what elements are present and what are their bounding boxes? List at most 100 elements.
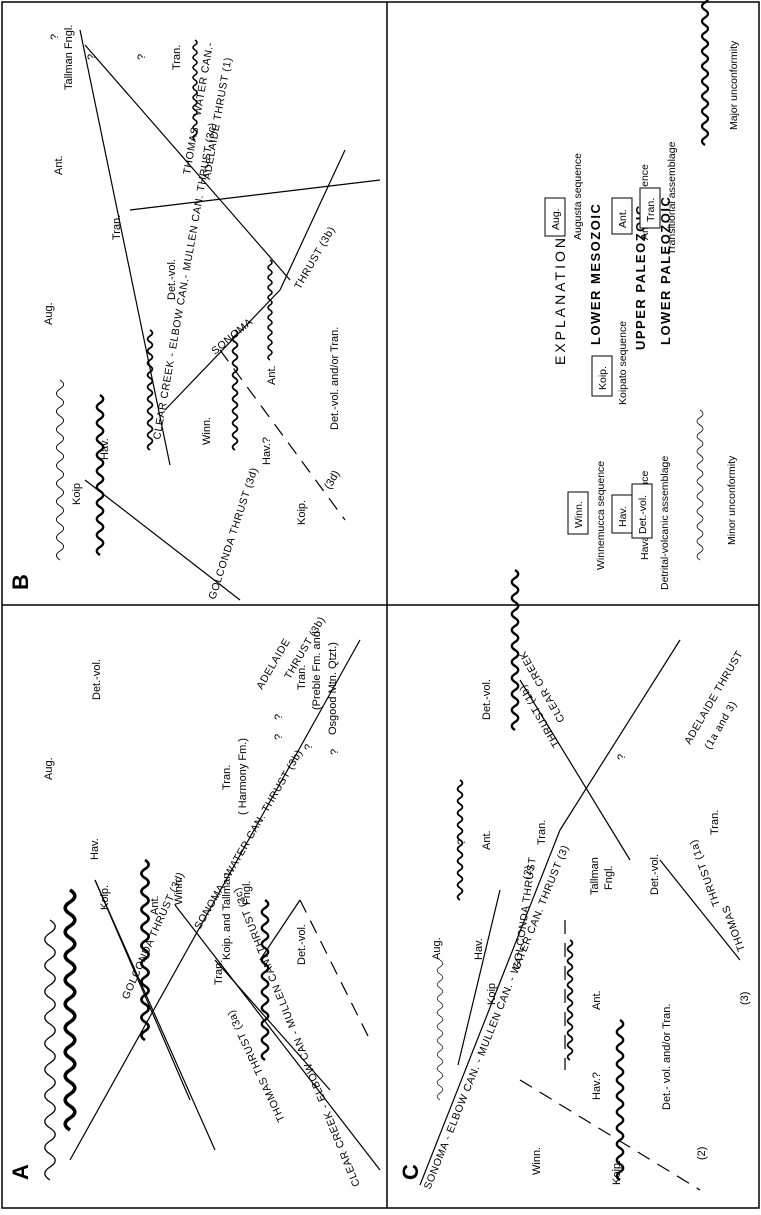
c-label-det-vol-up: Det.-vol. <box>481 679 493 720</box>
a-major-unconformity-1 <box>63 888 77 1132</box>
c-golconda-line <box>457 889 501 1066</box>
c-label-det-vol-mid: Det.-vol. <box>649 854 661 895</box>
c-label-n3: (3) <box>739 992 751 1005</box>
minor-unconformity-label: Minor unconformity <box>726 455 738 545</box>
b-label-koip: Koip <box>71 483 83 505</box>
c-dashed-diagonal <box>519 1079 701 1191</box>
a-label-det-vol-top: Det.-vol. <box>91 659 103 700</box>
c-label-aug: Aug. <box>431 937 443 960</box>
b-left-line <box>129 179 381 211</box>
c-label-ant-low: Ant. <box>591 990 603 1010</box>
b-label-tran-mid: Tran. <box>111 215 123 240</box>
a-upper-boundary <box>69 639 361 1161</box>
b-question-1: ? <box>49 34 61 40</box>
a-label-winn: Winn. <box>173 877 185 905</box>
a-label-hav: Hav. <box>89 838 101 860</box>
a-label-fngl: Fngl. <box>241 881 253 905</box>
tran-abbr: Tran. <box>645 198 657 222</box>
b-golconda-line <box>84 479 241 601</box>
c-thrust-thomas: THOMAS <box>720 903 748 953</box>
major-unconformity-symbol <box>700 0 710 147</box>
koip-box <box>591 355 613 397</box>
b-label-ant-low: Ant. <box>266 365 278 385</box>
minor-unconformity-symbol <box>696 409 704 561</box>
a-thomas-line <box>214 959 331 1091</box>
b-label-hav: Hav. <box>99 438 111 460</box>
c-label-hav-q: Hav.? <box>591 1072 603 1100</box>
b-label-koip-low: Koip. <box>296 500 308 525</box>
det-name: Detrital-volcanic assemblage <box>659 456 671 590</box>
aug-abbr: Aug. <box>550 208 562 230</box>
a-thrust-adelaide: ADELAIDE <box>254 636 293 691</box>
a-label-det-vol-bottom: Det.-vol. <box>296 924 308 965</box>
c-question-2: ? <box>616 754 628 760</box>
a-label-tran: Tran. <box>213 960 225 985</box>
a-dashed-fault <box>299 899 371 1041</box>
c-label-fngl: Fngl. <box>603 866 615 890</box>
b-question-3: ? <box>136 54 148 60</box>
a-sonoma-line <box>174 904 381 1171</box>
a-thrust-golconda: GOLCONDA THRUST (3d) <box>120 870 187 1001</box>
c-major-unconformity-3 <box>566 939 574 1061</box>
b-clear-creek-line <box>79 29 171 466</box>
b-minor-unconformity <box>55 379 65 561</box>
panel-b: B Koip Aug. Hav. Winn. Tran. Ant. Det.-v… <box>8 25 381 601</box>
a-question-2: ? <box>273 714 285 720</box>
hav-abbr: Hav. <box>617 506 629 527</box>
b-label-det-tran: Det.-vol. and/or Tran. <box>329 327 341 430</box>
b-thrust-3b-line <box>279 149 346 291</box>
c-label-tran-up: Tran. <box>536 820 548 845</box>
aug-box <box>544 197 566 237</box>
panel-a: A Aug. Koip. Hav. Ant. Winn. Tran. Det.-… <box>8 614 381 1188</box>
b-major-unconformity-4 <box>231 329 239 451</box>
b-thrust-golconda: GOLCONDA THRUST (3d) <box>206 466 260 601</box>
c-clear-creek-line <box>519 679 631 861</box>
a-question-3: ? <box>303 744 315 750</box>
b-major-unconformity-5 <box>267 259 273 361</box>
b-label-3d: (3d) <box>322 469 342 492</box>
panel-b-letter: B <box>8 574 33 590</box>
a-label-preble: (Preble Fm. and <box>311 631 323 710</box>
a-label-koip-tallman: Koip. and Tallman <box>221 873 233 960</box>
winn-abbr: Winn. <box>573 501 585 528</box>
tran-name: Transitional assemblage <box>666 141 678 255</box>
det-abbr: Det.-vol. <box>637 495 649 534</box>
c-major-unconformity-2 <box>510 568 520 732</box>
age-lower-paleozoic: LOWER PALEOZOIC <box>658 196 673 345</box>
koip-abbr: Koip. <box>597 366 609 390</box>
winn-box <box>567 491 589 535</box>
age-upper-paleozoic: UPPER PALEOZOIC <box>633 204 648 350</box>
a-label-tran-preble: Tran. <box>296 665 308 690</box>
a-label-aug: Aug. <box>43 757 55 780</box>
a-label-harmony: ( Harmony Fm.) <box>237 738 249 815</box>
explanation-title: EXPLANATION <box>552 235 568 365</box>
c-thrust-golconda-n: (2) <box>521 864 535 880</box>
ant-box <box>611 197 633 235</box>
a-question-4: ? <box>329 749 341 755</box>
a-question-1: ? <box>273 734 285 740</box>
c-label-winn: Winn. <box>531 1147 543 1175</box>
c-label-tallman: Tallman <box>589 857 601 895</box>
age-lower-mesozoic: LOWER MESOZOIC <box>588 203 603 345</box>
b-thrust-sonoma-3b: THRUST (3b) <box>292 224 338 291</box>
a-label-koip: Koip. <box>99 885 111 910</box>
c-sonoma-line <box>419 829 561 1186</box>
panel-a-letter: A <box>8 1164 33 1180</box>
panel-c: C Winn. Aug. Koip Hav. Ant. Tran. Det.-v… <box>398 568 751 1191</box>
c-thrust-sonoma: SONOMA - ELBOW CAN. - MULLEN CAN. - WATE… <box>422 843 572 1191</box>
c-thrust-thomas-1a: THRUST (1a) <box>687 838 722 908</box>
b-question-2: ? <box>86 54 98 60</box>
b-label-winn: Winn. <box>201 417 213 445</box>
c-label-ant-up: Ant. <box>481 830 493 850</box>
a-mullen-line <box>94 879 191 1101</box>
c-minor-unconformity <box>436 959 444 1101</box>
b-label-det-vol: Det.-vol. <box>166 259 178 300</box>
a-label-ant: Ant. <box>149 895 161 915</box>
c-label-koip-up: Koip <box>486 983 498 1005</box>
ant-abbr: Ant. <box>617 209 629 228</box>
a-label-tran-harmony: Tran. <box>221 765 233 790</box>
a-label-osgood: Osgood Mtn. Qtzt.) <box>327 642 339 735</box>
a-minor-unconformity <box>44 919 56 1181</box>
b-label-ant-top: Ant. <box>53 155 65 175</box>
c-label-tran-low: Tran. <box>709 810 721 835</box>
